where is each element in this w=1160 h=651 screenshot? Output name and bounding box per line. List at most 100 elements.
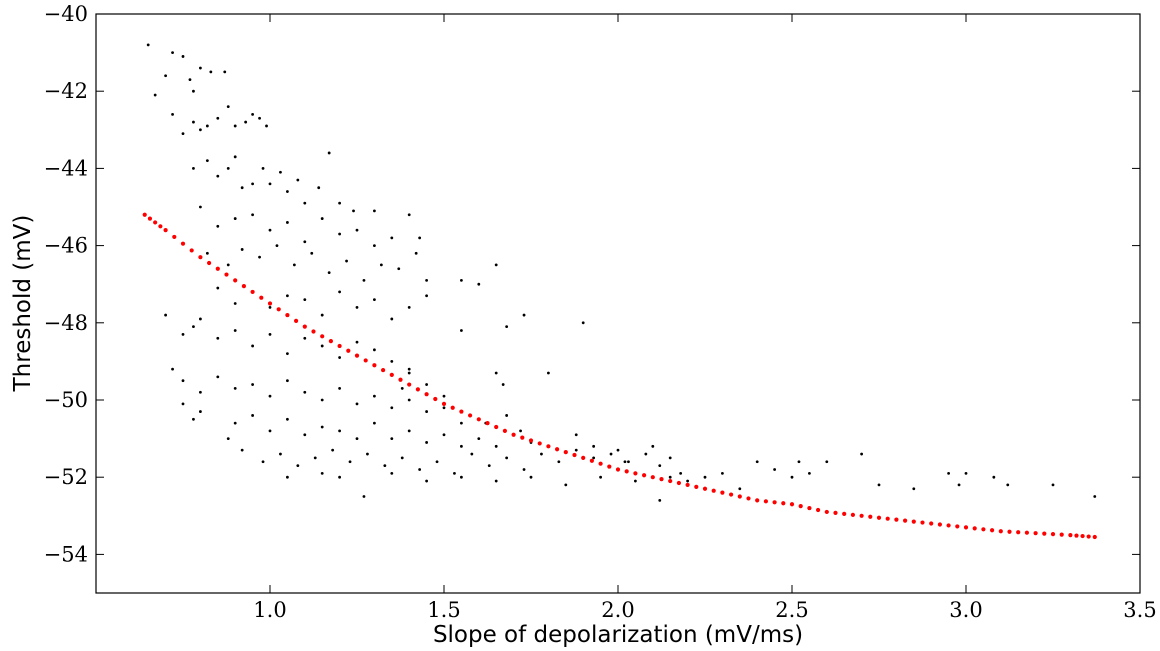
scatter-point: [320, 217, 324, 220]
scatter-point: [773, 468, 776, 471]
scatter-point: [240, 448, 244, 452]
scatter-point: [460, 444, 463, 448]
scatter-point: [233, 421, 237, 425]
scatter-point: [251, 344, 255, 348]
scatter-point: [808, 471, 811, 475]
fit-curve-point: [998, 529, 1003, 534]
scatter-point: [146, 43, 150, 47]
scatter-point: [522, 313, 526, 317]
scatter-point: [303, 433, 307, 437]
scatter-point: [338, 475, 341, 479]
fit-curve-point: [729, 492, 734, 497]
scatter-point: [947, 471, 950, 475]
scatter-point: [233, 329, 237, 332]
scatter-point: [355, 437, 359, 440]
scatter-point: [460, 475, 463, 479]
scatter-point: [345, 259, 348, 263]
scatter-point: [397, 267, 401, 271]
fit-curve-point: [894, 517, 899, 522]
y-tick-label: −50: [44, 388, 88, 412]
scatter-point: [240, 248, 244, 251]
fit-curve-point: [1086, 534, 1091, 539]
scatter-point: [425, 294, 428, 298]
fit-curve-point: [537, 441, 542, 446]
scatter-point: [390, 437, 394, 440]
fit-curve-point: [972, 526, 977, 531]
fit-curve-point: [563, 450, 568, 455]
scatter-point: [592, 444, 596, 448]
scatter-point: [390, 317, 394, 321]
scatter-point: [407, 371, 411, 375]
scatter-point: [505, 414, 509, 417]
fit-curve-point: [607, 464, 612, 469]
scatter-point: [226, 105, 230, 109]
scatter-point: [181, 402, 185, 406]
scatter-point: [348, 460, 352, 464]
scatter-point: [181, 132, 185, 136]
x-tick-label: 2.5: [775, 598, 808, 622]
fit-curve-point: [468, 413, 473, 418]
scatter-point: [320, 398, 324, 402]
y-tick-label: −52: [44, 465, 88, 489]
fit-curve-point: [807, 505, 812, 511]
scatter-point: [199, 66, 202, 70]
fit-curve-series: [142, 212, 1097, 540]
fit-curve-point: [511, 432, 516, 437]
fit-curve-point: [589, 458, 595, 463]
fit-curve-point: [946, 523, 951, 528]
scatter-point: [226, 167, 230, 170]
fit-curve-point: [311, 329, 316, 334]
scatter-point: [233, 302, 237, 305]
scatter-point: [338, 201, 341, 205]
scatter-point: [216, 116, 220, 120]
scatter-point: [651, 444, 655, 448]
scatter-point: [1006, 483, 1010, 487]
fit-curve-point: [398, 377, 403, 382]
fit-curve-point: [433, 396, 438, 402]
fit-curve-point: [276, 307, 281, 312]
fit-curve-point: [755, 498, 760, 503]
x-tick-label: 3.5: [1123, 598, 1156, 622]
fit-curve-point: [459, 409, 464, 414]
scatter-point: [407, 213, 411, 217]
scatter-point: [164, 313, 168, 317]
scatter-point: [964, 471, 968, 475]
scatter-point: [407, 429, 411, 433]
scatter-point: [192, 167, 195, 170]
fit-curve-point: [147, 216, 153, 221]
scatter-point: [627, 460, 630, 464]
fit-curve-point: [920, 520, 925, 525]
scatter-point: [407, 398, 411, 402]
scatter-point: [310, 251, 314, 255]
scatter-point: [251, 383, 255, 386]
fit-curve-point: [546, 444, 551, 449]
scatter-point: [487, 464, 491, 468]
scatter-point: [599, 475, 602, 479]
scatter-point: [268, 305, 272, 309]
scatter-point: [171, 51, 174, 54]
y-axis-title: Threshold (mV): [10, 215, 36, 393]
scatter-point: [205, 251, 209, 255]
scatter-point: [286, 417, 289, 421]
scatter-point: [609, 452, 613, 456]
scatter-point: [192, 120, 195, 124]
scatter-point: [574, 433, 578, 437]
scatter-point: [205, 124, 209, 128]
scatter-point: [352, 209, 355, 213]
scatter-point: [425, 278, 428, 282]
scatter-point: [286, 352, 289, 356]
scatter-point: [320, 344, 324, 348]
scatter-point: [373, 394, 376, 398]
scatter-point: [209, 70, 213, 74]
scatter-point: [390, 406, 394, 410]
scatter-point: [331, 448, 335, 452]
scatter-point: [414, 251, 418, 255]
fit-curve-point: [842, 511, 847, 516]
fit-curve-point: [415, 387, 420, 392]
fit-curve-point: [1016, 530, 1021, 535]
scatter-point: [1051, 483, 1055, 487]
scatter-point: [425, 410, 428, 413]
fit-curve-point: [694, 484, 699, 489]
fit-curve-point: [555, 447, 560, 452]
scatter-point: [505, 456, 509, 460]
